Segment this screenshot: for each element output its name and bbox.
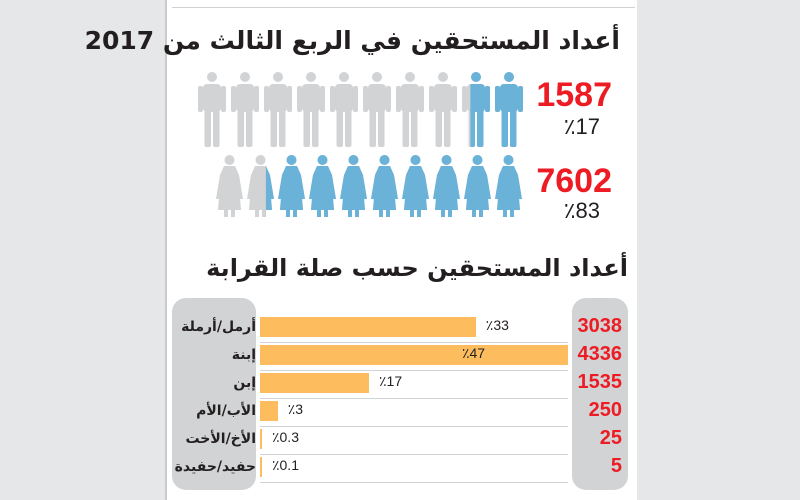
woman-icon [371,155,398,217]
relation-title: أعداد المستحقين حسب صلة القرابة [206,254,628,282]
percent-label: ٪47 [462,345,486,361]
bar [260,317,476,337]
woman-icon [247,155,274,217]
woman-icon [495,155,522,217]
row-divider [260,426,568,427]
count-label: 25 [599,427,622,449]
man-icon [429,72,457,147]
man-icon [198,72,226,147]
bar-row: الأخ/الأخت ٪0.3 25 [172,427,628,455]
percent-label: ٪0.1 [272,457,299,473]
male-percent: ٪17 [563,114,600,139]
bar-row: إبنة ٪47 4336 [172,343,628,371]
category-label: الأب/الأم [196,403,256,419]
count-label: 250 [588,399,622,421]
man-icon [363,72,391,147]
divider [172,7,635,8]
count-label: 5 [610,455,622,477]
row-divider [260,342,568,343]
category-label: إبن [233,375,256,391]
man-icon [297,72,325,147]
woman-icon [340,155,367,217]
bar-row: الأب/الأم ٪3 250 [172,399,628,427]
female-percent: ٪83 [563,198,600,223]
female-count: 7602 [536,162,612,200]
bar [260,373,370,393]
category-label: أرمل/أرملة [181,319,256,335]
percent-label: ٪0.3 [272,429,299,445]
man-icon [231,72,259,147]
bar [260,429,262,449]
man-icon [462,72,490,147]
bar [260,345,568,365]
row-divider [260,398,568,399]
woman-icon [216,155,243,217]
woman-icon [309,155,336,217]
count-label: 1535 [577,371,623,393]
bar [260,457,262,477]
category-label: الأخ/الأخت [185,431,256,447]
main-title: أعداد المستحقين في الربع الثالث من 2017 [84,26,620,55]
row-divider [260,482,568,483]
woman-icon [402,155,429,217]
count-label: 4336 [577,343,623,365]
percent-label: ٪3 [287,401,304,417]
percent-label: ٪33 [485,317,509,333]
bar [260,401,278,421]
female-icons-row [216,155,522,217]
category-label: حفيد/حفيدة [174,459,256,475]
man-icon [330,72,358,147]
male-icons-row [198,72,523,147]
man-icon [495,72,523,147]
man-icon [396,72,424,147]
row-divider [260,370,568,371]
bar-row: إبن ٪17 1535 [172,371,628,399]
man-icon [264,72,292,147]
category-label: إبنة [231,347,256,363]
bar-row: أرمل/أرملة ٪33 3038 [172,315,628,343]
bar-row: حفيد/حفيدة ٪0.1 5 [172,455,628,483]
woman-icon [278,155,305,217]
row-divider [260,454,568,455]
male-count: 1587 [536,76,612,114]
woman-icon [464,155,491,217]
percent-label: ٪17 [379,373,403,389]
labels-panel [172,298,256,490]
woman-icon [433,155,460,217]
count-label: 3038 [577,315,623,337]
counts-panel [572,298,628,490]
